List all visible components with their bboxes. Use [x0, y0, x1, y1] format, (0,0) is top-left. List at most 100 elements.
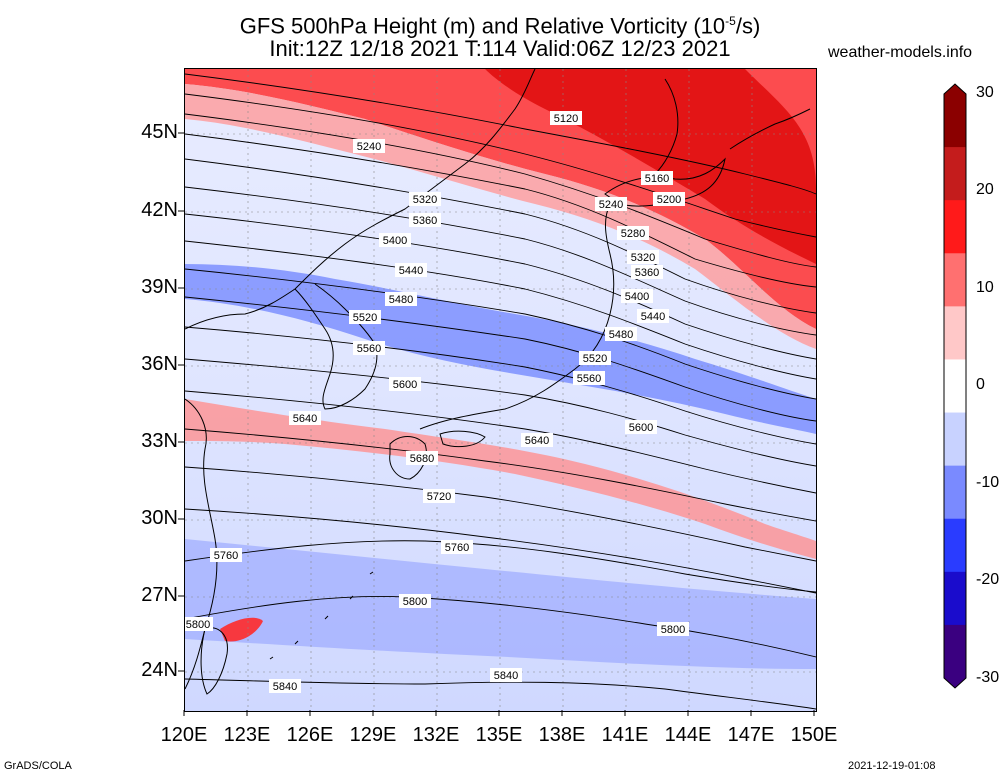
contour-label: 5640 — [521, 433, 553, 447]
colorbar-label: -30 — [976, 669, 1000, 686]
title-units: /s) — [735, 13, 761, 39]
contour-label: 5480 — [385, 292, 417, 306]
contour-label: 5800 — [657, 622, 689, 636]
contour-line — [185, 240, 816, 380]
coastline-sakhalin-kuril — [654, 78, 811, 175]
lon-label: 135E — [475, 724, 523, 746]
contour-label: 5280 — [617, 226, 649, 240]
colorbar-label: 20 — [976, 181, 994, 198]
contour-line — [185, 508, 816, 594]
contour-label-text: 5160 — [645, 173, 669, 185]
coastline-kyushu — [389, 436, 427, 480]
contour-line — [185, 213, 816, 360]
contour-label-text: 5840 — [494, 670, 518, 682]
contour-label: 5840 — [490, 668, 522, 682]
contour-label: 5320 — [409, 192, 441, 206]
contour-label-text: 5600 — [629, 422, 653, 434]
colorbar-segment — [944, 518, 966, 573]
contour-label: 5520 — [349, 310, 381, 324]
contour-line — [185, 133, 816, 288]
contour-label-text: 5560 — [357, 343, 381, 355]
height-contours — [185, 73, 816, 710]
contour-label: 5440 — [395, 263, 427, 277]
colorbar-segment — [944, 200, 966, 254]
map-svg: 5120 5160 5200 5240 5240 5280 5320 5320 … — [185, 69, 816, 711]
contour-label: 5600 — [625, 420, 657, 434]
lon-label: 138E — [538, 724, 586, 746]
colorbar-segment — [944, 147, 966, 201]
map-title-line-2: Init:12Z 12/18 2021 T:114 Valid:06Z 12/2… — [269, 36, 731, 61]
lon-label: 141E — [601, 724, 649, 746]
lat-label: 24N — [141, 659, 178, 681]
vorticity-blue-south — [185, 539, 816, 669]
contour-label-text: 5840 — [273, 681, 297, 693]
contour-label: 5840 — [269, 679, 301, 693]
colorbar — [943, 83, 967, 689]
contour-label: 5320 — [627, 250, 659, 264]
contour-label: 5560 — [353, 341, 385, 355]
colorbar-bottom-arrow — [944, 678, 966, 688]
colorbar-segment — [944, 306, 966, 360]
contour-label-text: 5800 — [661, 624, 685, 636]
contour-label-text: 5320 — [413, 194, 437, 206]
colorbar-label: -10 — [976, 474, 1000, 491]
colorbar-segment — [944, 253, 966, 307]
contour-label: 5360 — [631, 265, 663, 279]
lon-label: 123E — [223, 724, 271, 746]
colorbar-segment — [944, 624, 966, 679]
lon-label: 150E — [790, 724, 838, 746]
lat-label: 33N — [141, 430, 178, 452]
contour-label: 5160 — [641, 171, 673, 185]
contour-line — [185, 73, 816, 195]
contour-label: 5360 — [409, 213, 441, 227]
contour-label-text: 5360 — [413, 215, 437, 227]
contour-line — [185, 596, 816, 658]
footer-timestamp: 2021-12-19-01:08 — [848, 760, 936, 772]
contour-label-text: 5760 — [445, 542, 469, 554]
lat-label: 30N — [141, 507, 178, 529]
vorticity-light-red-halo — [185, 84, 816, 349]
contour-line — [185, 540, 816, 593]
contour-label: 5760 — [441, 540, 473, 554]
lat-label: 36N — [141, 353, 178, 375]
colorbar-label: 0 — [976, 376, 985, 393]
coastline-asia-mainland — [185, 69, 536, 330]
contour-label: 5720 — [423, 489, 455, 503]
footer-software: GrADS/COLA — [4, 760, 72, 772]
contour-label: 5680 — [406, 451, 438, 465]
colorbar-outline — [943, 83, 967, 689]
contour-label-text: 5520 — [353, 312, 377, 324]
coastline-korea — [294, 283, 378, 410]
contour-line — [185, 428, 816, 522]
contour-line — [185, 296, 816, 422]
contour-label: 5240 — [595, 197, 627, 211]
lat-label: 42N — [141, 199, 178, 221]
contour-line — [185, 466, 816, 562]
title-exponent: -5 — [725, 14, 736, 28]
colorbar-label: -20 — [976, 571, 1000, 588]
contour-label-text: 5400 — [625, 291, 649, 303]
contour-label: 5800 — [399, 594, 431, 608]
coastline-china-coast — [185, 398, 218, 690]
title-main-text: GFS 500hPa Height (m) and Relative Vorti… — [239, 13, 726, 39]
contour-label-text: 5640 — [293, 413, 317, 425]
lat-label: 27N — [141, 584, 178, 606]
contour-label-text: 5240 — [599, 199, 623, 211]
contour-label: 5240 — [353, 139, 385, 153]
contour-label-text: 5400 — [383, 235, 407, 247]
contour-label: 5520 — [579, 351, 611, 365]
lon-label: 144E — [664, 724, 712, 746]
contour-line — [185, 158, 816, 314]
contour-label: 5760 — [210, 548, 242, 562]
contour-line — [185, 358, 816, 467]
colorbar-segment — [944, 359, 966, 414]
contour-label-text: 5480 — [389, 294, 413, 306]
lon-label: 120E — [160, 724, 208, 746]
contour-label: 5640 — [289, 411, 321, 425]
contour-label-text: 5720 — [427, 491, 451, 503]
vorticity-red-spot-taiwan — [220, 617, 263, 642]
lon-label: 129E — [349, 724, 397, 746]
contour-label-text: 5680 — [410, 453, 434, 465]
contour-label-text: 5440 — [641, 311, 665, 323]
